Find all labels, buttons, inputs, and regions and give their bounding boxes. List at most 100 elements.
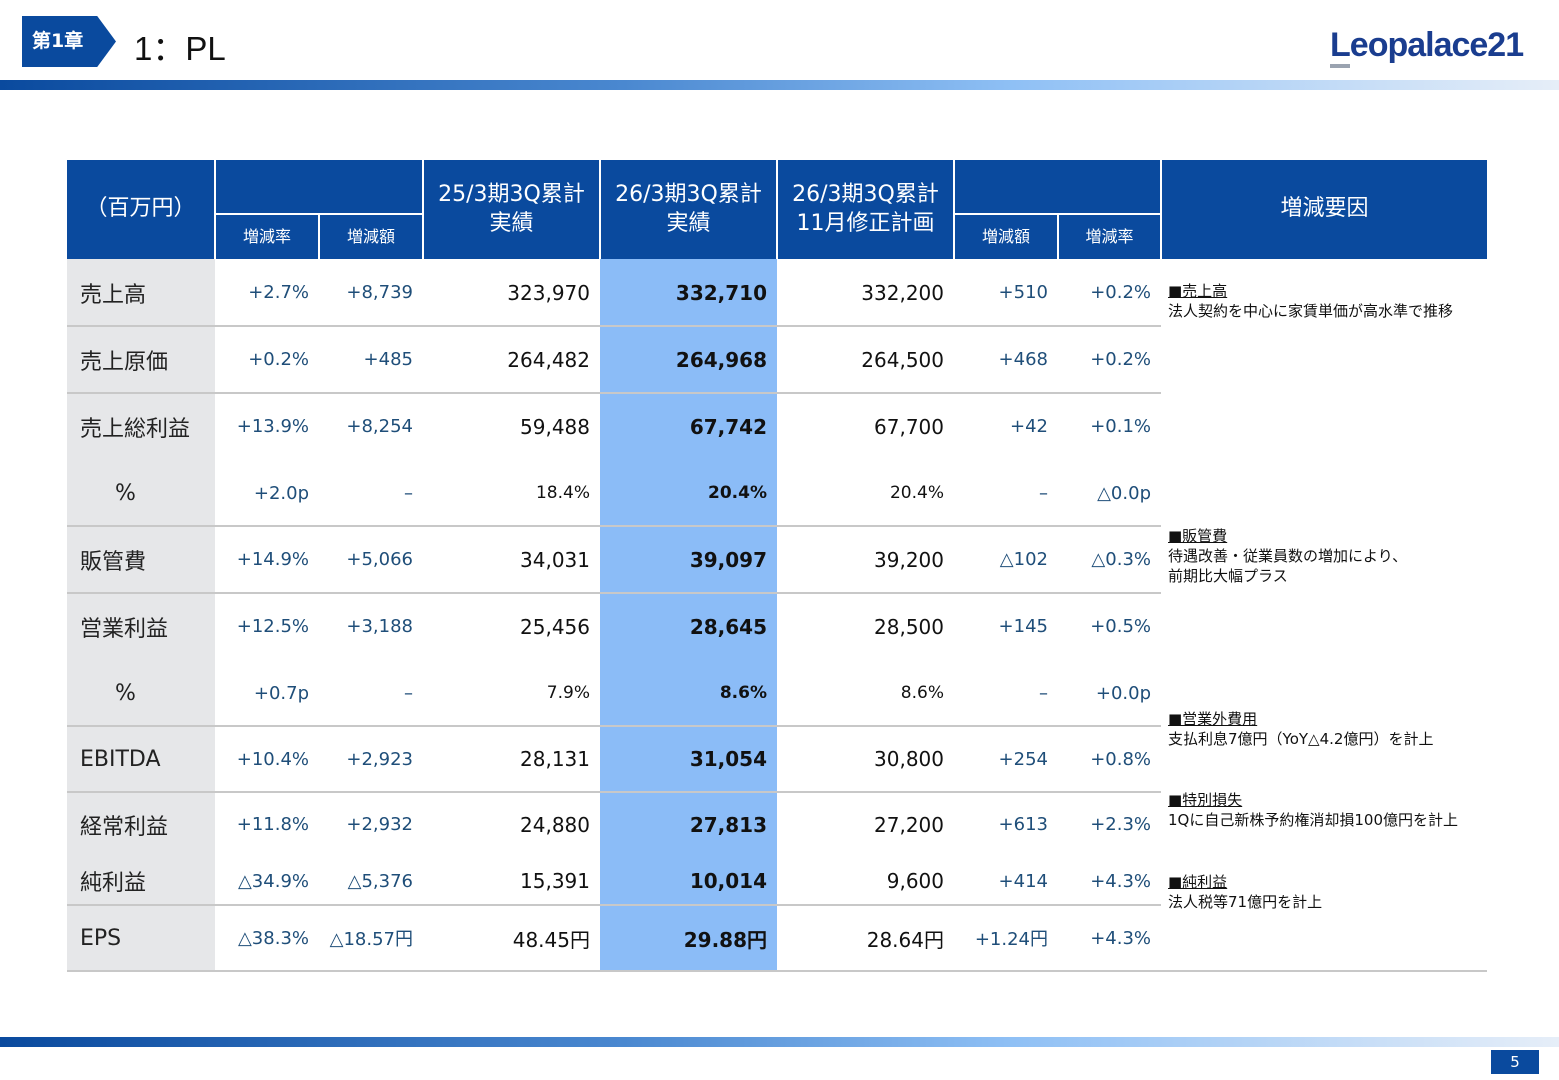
cell-yoy-rate: +2.0p [253,482,309,504]
cell-yoy-amt: △18.57円 [329,929,413,950]
cell-vs-amt: +468 [998,349,1048,370]
cell-vs-amt: △102 [999,549,1048,570]
cell-vs-rate: +0.8% [1090,748,1151,770]
row-divider [67,904,1161,906]
cell-prev: 323,970 [507,280,590,305]
yoy-header-blank [216,160,422,213]
cell-yoy-rate: +13.9% [236,416,309,437]
table-bottom-border [67,970,1487,972]
cell-label: 純利益 [67,857,215,905]
cell-yoy-rate: +14.9% [236,549,309,570]
reason-text: 法人税等71億円を計上 [1168,893,1323,911]
cell-plan: 27,200 [874,812,944,837]
cell-vs-amt: +254 [998,748,1048,770]
cell-prev: 28,131 [520,747,590,771]
cell-label: % [67,660,215,726]
cell-yoy-rate: △38.3% [237,927,309,949]
cell-label: EBITDA [67,726,215,792]
cell-vs-rate: +0.5% [1090,616,1151,637]
reason-text: 待遇改善・従業員数の増加により、 前期比大幅プラス [1168,547,1408,585]
cell-vs-rate: △0.3% [1091,549,1151,570]
cell-cur: 67,742 [600,393,777,460]
row-divider [67,791,1161,793]
row-divider [67,525,1161,527]
cell-plan: 67,700 [874,414,944,439]
cell-vs-amt: – [1039,482,1048,504]
reason-note: ■純利益法人税等71億円を計上 [1168,872,1322,912]
cell-vs-amt: – [1039,682,1048,704]
cell-yoy-rate: +0.7p [253,682,309,704]
cell-label: 売上総利益 [67,393,215,460]
cell-cur: 28,645 [600,593,777,660]
cell-cur: 332,710 [600,259,777,326]
company-logo: Leopalace21 [1330,26,1524,68]
cell-prev: 18.4% [535,483,590,503]
cell-vs-rate: +0.2% [1090,282,1151,303]
page-number: 5 [1491,1050,1539,1074]
reason-text: 支払利息7億円（YoY△4.2億円）を計上 [1168,730,1434,748]
cell-yoy-rate: △34.9% [237,870,309,892]
cell-label: 売上高 [67,259,215,326]
cell-label: 販管費 [67,526,215,593]
cell-yoy-amt: – [404,482,413,504]
footer-divider [0,1037,1559,1047]
cell-vs-rate: +2.3% [1090,814,1151,835]
cell-vs-amt: +42 [1010,416,1048,437]
cell-plan: 8.6% [900,683,944,703]
current-actual-header: 26/3期3Q累計 実績 [601,160,776,259]
cell-prev: 264,482 [507,347,590,372]
plan-header: 26/3期3Q累計 11月修正計画 [778,160,953,259]
cell-cur: 10,014 [600,857,777,905]
row-divider [67,725,1161,727]
row-divider [67,592,1161,594]
cell-plan: 9,600 [886,869,944,893]
cell-cur: 20.4% [600,460,777,526]
cell-label: 営業利益 [67,593,215,660]
cell-yoy-amt: +2,932 [346,814,413,835]
reason-note: ■特別損失 1Qに自己新株予約権消却損100億円を計上 [1168,790,1458,830]
cell-prev: 25,456 [520,614,590,639]
cell-vs-amt: +414 [998,870,1048,892]
cell-label: 売上原価 [67,326,215,393]
reason-heading: ■営業外費用 [1168,710,1258,728]
page-title: 1：PL [134,30,226,67]
cell-label: 経常利益 [67,792,215,857]
prev-actual-header: 25/3期3Q累計 実績 [424,160,599,259]
cell-plan: 332,200 [861,280,944,305]
cell-cur: 27,813 [600,792,777,857]
cell-cur: 31,054 [600,726,777,792]
reason-header: 増減要因 [1162,160,1487,259]
cell-yoy-rate: +2.7% [248,282,309,303]
cell-prev: 7.9% [546,683,590,703]
yoy-rate-header: 増減率 [216,215,318,259]
cell-yoy-rate: +11.8% [236,814,309,835]
cell-yoy-rate: +0.2% [248,349,309,370]
cell-vs-rate: +0.1% [1090,416,1151,437]
reason-note: ■営業外費用支払利息7億円（YoY△4.2億円）を計上 [1168,709,1433,749]
reason-text: 1Qに自己新株予約権消却損100億円を計上 [1168,811,1458,829]
cell-yoy-amt: +3,188 [346,616,413,637]
cell-yoy-amt: +2,923 [346,748,413,770]
cell-vs-amt: +510 [998,282,1048,303]
cell-yoy-rate: +12.5% [236,616,309,637]
row-divider [67,325,1161,327]
cell-vs-rate: +0.0p [1095,682,1151,704]
plan-rate-header: 増減率 [1059,215,1160,259]
cell-vs-rate: △0.0p [1097,482,1151,504]
cell-vs-amt: +1.24円 [974,929,1048,950]
cell-yoy-amt: △5,376 [347,870,413,892]
reason-heading: ■売上高 [1168,282,1228,300]
cell-plan: 20.4% [889,483,944,503]
cell-vs-amt: +145 [998,616,1048,637]
cell-yoy-amt: +8,739 [346,282,413,303]
reason-heading: ■特別損失 [1168,791,1243,809]
plan-diff-header-blank [955,160,1160,213]
reason-heading: ■純利益 [1168,873,1228,891]
reason-heading: ■販管費 [1168,527,1228,545]
plan-amount-header: 増減額 [955,215,1057,259]
cell-cur: 39,097 [600,526,777,593]
cell-plan: 264,500 [861,347,944,372]
row-divider [67,392,1161,394]
cell-vs-rate: +4.3% [1090,870,1151,892]
cell-plan: 30,800 [874,747,944,771]
